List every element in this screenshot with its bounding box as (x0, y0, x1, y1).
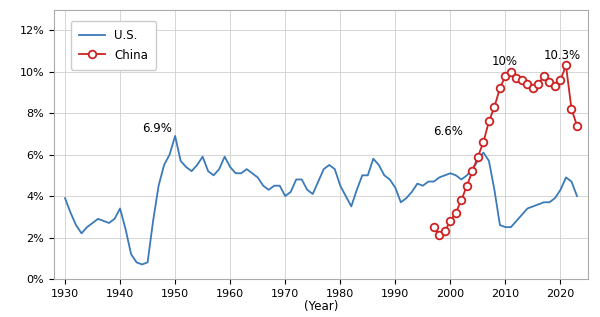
China (524, 82, 531, 86)
U.S. (574, 194, 581, 198)
Line: China: China (430, 61, 581, 239)
China (469, 169, 476, 173)
U.S. (458, 178, 465, 181)
China (441, 230, 448, 233)
China (568, 107, 575, 111)
Legend: U.S., China: U.S., China (71, 21, 157, 70)
China (513, 76, 520, 80)
China (485, 120, 493, 123)
China (529, 86, 536, 90)
Text: 10%: 10% (491, 55, 518, 68)
China (463, 184, 470, 188)
China (551, 84, 559, 88)
China (541, 74, 548, 78)
China (562, 64, 569, 68)
U.S. (381, 173, 388, 177)
China (496, 86, 503, 90)
China (436, 234, 443, 237)
China (535, 82, 542, 86)
Text: 6.9%: 6.9% (142, 122, 172, 135)
U.S. (139, 262, 146, 266)
China (574, 124, 581, 127)
China (557, 78, 564, 82)
China (518, 78, 526, 82)
Text: 6.6%: 6.6% (434, 125, 463, 138)
China (447, 219, 454, 223)
China (458, 198, 465, 202)
Text: 10.3%: 10.3% (544, 49, 581, 61)
U.S. (155, 184, 162, 188)
X-axis label: (Year): (Year) (304, 300, 338, 313)
China (452, 211, 460, 215)
U.S. (205, 169, 212, 173)
U.S. (61, 196, 68, 200)
U.S. (287, 190, 295, 194)
China (430, 225, 437, 229)
China (491, 105, 498, 109)
Line: U.S.: U.S. (65, 136, 577, 264)
U.S. (271, 184, 278, 188)
China (508, 70, 515, 74)
U.S. (172, 134, 179, 138)
China (480, 140, 487, 144)
China (502, 74, 509, 78)
China (546, 80, 553, 84)
China (474, 155, 481, 158)
